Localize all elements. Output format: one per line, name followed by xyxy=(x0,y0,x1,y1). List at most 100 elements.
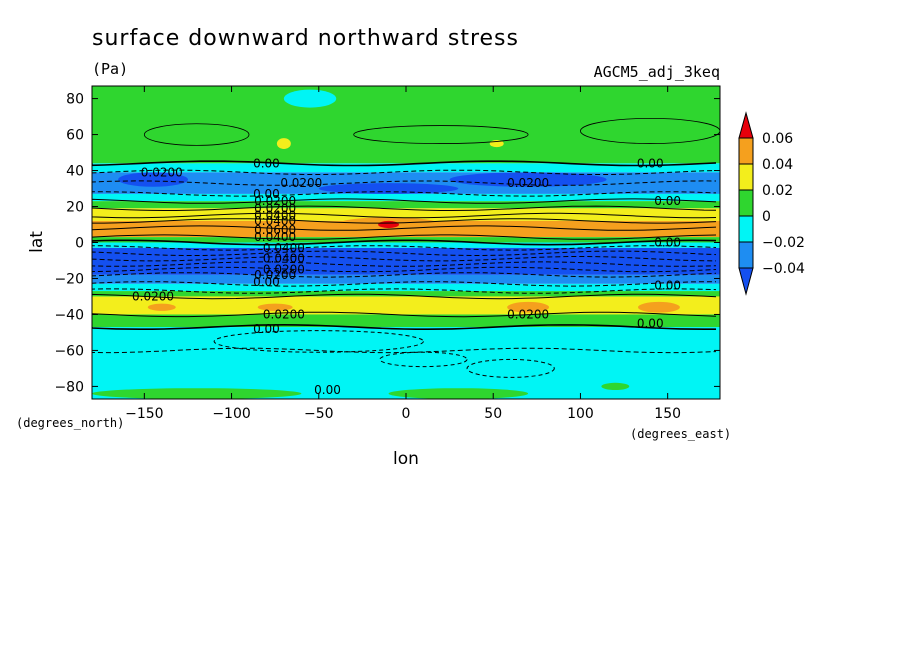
contour-label: 0.0200 xyxy=(141,165,183,179)
x-tick-label: 0 xyxy=(402,406,411,422)
contour-label: 0.0400 xyxy=(254,214,296,228)
colorbar-top-arrow xyxy=(738,111,754,139)
contour-label: 0.00 xyxy=(637,156,664,170)
units-label: (Pa) xyxy=(92,60,128,78)
contour-line xyxy=(92,212,717,219)
y-axis-label: lat xyxy=(27,231,47,253)
contour-line xyxy=(92,266,717,273)
contour-line xyxy=(92,323,716,330)
contour-label: 0.0200 xyxy=(263,262,305,276)
colorbar-segment xyxy=(738,215,754,243)
contour-label: 0.0400 xyxy=(263,252,305,266)
contour-label: 0.0200 xyxy=(507,307,549,321)
contour-line xyxy=(92,293,717,300)
contour-label: 0.0400 xyxy=(254,230,296,244)
contour-line xyxy=(466,358,555,378)
contour-label: 0.0200 xyxy=(254,201,296,215)
x-axis-label: lon xyxy=(393,449,419,469)
contour-region xyxy=(638,301,680,313)
contour-fill: 0.000.02000.02000.000.02000.02000.04000.… xyxy=(92,86,720,399)
chart-title: surface downward northward stress xyxy=(92,26,519,51)
y-tick-label: 80 xyxy=(66,92,84,108)
contour-label: 0.00 xyxy=(654,194,681,208)
contour-region xyxy=(147,303,176,311)
band xyxy=(92,201,720,209)
contour-label: 0.0200 xyxy=(132,289,174,303)
contour-region xyxy=(601,382,630,391)
contour-label: 0.0400 xyxy=(263,241,305,255)
contour-line xyxy=(92,261,717,267)
contour-label: 0.0200 xyxy=(263,307,305,321)
contour-line xyxy=(92,169,717,175)
contour-line xyxy=(92,245,717,251)
contour-label: 0.00 xyxy=(253,275,280,289)
contour-line xyxy=(92,218,717,224)
plot-area: 0.000.02000.02000.000.02000.02000.04000.… xyxy=(92,86,720,399)
contour-line xyxy=(353,125,529,144)
y-tick-label: 0 xyxy=(75,236,84,252)
band xyxy=(92,86,720,164)
x-tick-label: −150 xyxy=(125,406,163,422)
y-tick-label: −80 xyxy=(54,379,84,395)
contour-label: 0.0200 xyxy=(507,176,549,190)
contour-line xyxy=(92,250,717,257)
contour-label: 0.00 xyxy=(314,383,341,397)
band xyxy=(92,291,720,297)
x-tick-label: −50 xyxy=(304,406,334,422)
contour-line xyxy=(92,191,717,197)
contour-label: 0.00 xyxy=(654,279,681,293)
colorbar-label: 0.06 xyxy=(762,131,793,147)
contour-line xyxy=(92,347,717,354)
colorbar-segment xyxy=(738,241,754,269)
contour-label: 0.00 xyxy=(637,316,664,330)
band xyxy=(92,314,720,328)
contour-line xyxy=(92,234,717,240)
contour-line xyxy=(379,351,468,368)
x-tick-label: 100 xyxy=(567,406,594,422)
contour-label: 0.0200 xyxy=(280,176,322,190)
contour-label: 0.00 xyxy=(253,322,280,336)
colorbar-bottom-arrow xyxy=(738,267,754,296)
y-tick-label: −20 xyxy=(54,271,84,287)
contour-line xyxy=(92,180,717,186)
contour-line xyxy=(213,330,424,353)
colorbar-label: −0.04 xyxy=(762,261,805,277)
contour-region xyxy=(257,303,293,311)
band xyxy=(92,208,720,221)
contour-region xyxy=(92,388,302,399)
x-tick-label: −100 xyxy=(212,406,250,422)
contour-line xyxy=(92,281,716,287)
contour-label: 0.00 xyxy=(654,236,681,250)
contour-region xyxy=(507,301,550,313)
colorbar: 0.06 0.04 0.02 0 −0.02 −0.04 xyxy=(738,111,805,296)
contour-line xyxy=(92,198,717,204)
contour-region xyxy=(318,183,459,194)
colorbar-segment xyxy=(738,137,754,165)
band xyxy=(92,296,720,315)
contour-line xyxy=(92,255,717,262)
contour-region xyxy=(283,89,337,108)
contour-label: 0.00 xyxy=(253,156,280,170)
contour-line xyxy=(92,272,717,278)
band xyxy=(92,274,720,284)
band xyxy=(92,193,720,202)
colorbar-label: 0 xyxy=(762,209,771,225)
contour-label: 0.0400 xyxy=(254,209,296,223)
contour-label: 0.0200 xyxy=(254,268,296,282)
contour-label: 0.00 xyxy=(253,187,280,201)
band xyxy=(92,242,720,248)
contour-line xyxy=(92,160,717,167)
y-tick-label: 60 xyxy=(66,128,84,144)
colorbar-label: −0.02 xyxy=(762,235,805,251)
colorbar-segment xyxy=(738,189,754,217)
band xyxy=(92,163,720,173)
contour-label: 0.0200 xyxy=(254,194,296,208)
y-tick-label: −60 xyxy=(54,343,84,359)
x-tick-label: 50 xyxy=(484,406,502,422)
contour-line xyxy=(143,123,250,146)
contour-line xyxy=(92,239,717,246)
colorbar-segment xyxy=(738,163,754,191)
dataset-label: AGCM5_adj_3keq xyxy=(594,63,720,81)
colorbar-label: 0.04 xyxy=(762,157,793,173)
